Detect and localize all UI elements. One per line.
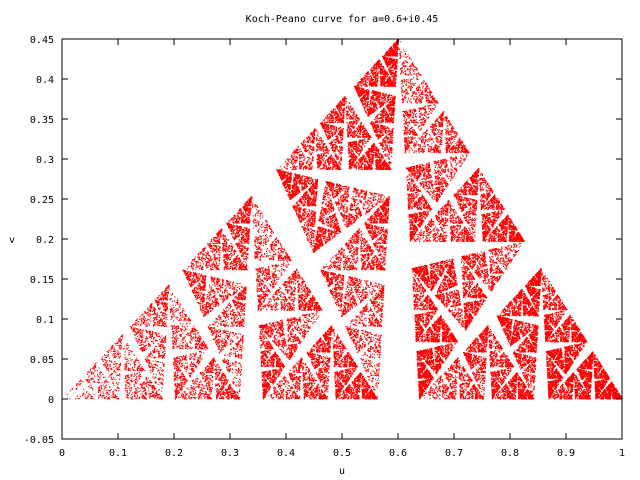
y-tick-label: 0.1 [36, 315, 54, 326]
x-tick-label: 0.6 [389, 448, 407, 459]
curve-points [66, 39, 623, 399]
x-tick-label: 0.8 [501, 448, 519, 459]
y-tick-label: 0.35 [30, 115, 54, 126]
y-tick-label: 0.3 [36, 155, 54, 166]
x-tick-label: 1 [619, 448, 625, 459]
y-tick-label: 0.15 [30, 275, 54, 286]
y-tick-label: 0.45 [30, 35, 54, 46]
y-axis-label: v [9, 235, 15, 246]
y-tick-label: 0 [48, 395, 54, 406]
y-tick-label: 0.2 [36, 235, 54, 246]
x-tick-label: 0.4 [277, 448, 295, 459]
y-tick-label: 0.4 [36, 75, 54, 86]
curve-point-cloud [66, 39, 623, 399]
y-tick-label: -0.05 [24, 435, 54, 446]
chart-title: Koch-Peano curve for a=0.6+i0.45 [246, 14, 439, 25]
y-tick-label: 0.25 [30, 195, 54, 206]
x-tick-label: 0.7 [445, 448, 463, 459]
x-tick-label: 0.1 [109, 448, 127, 459]
x-tick-label: 0 [59, 448, 65, 459]
x-axis-label: u [339, 466, 345, 477]
x-tick-label: 0.2 [165, 448, 183, 459]
x-tick-label: 0.9 [557, 448, 575, 459]
y-tick-label: 0.05 [30, 355, 54, 366]
x-tick-label: 0.3 [221, 448, 239, 459]
x-tick-label: 0.5 [333, 448, 351, 459]
